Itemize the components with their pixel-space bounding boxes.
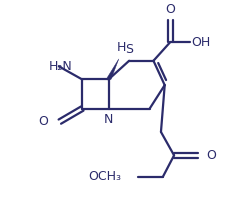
Text: OH: OH [191, 35, 210, 48]
Text: OCH₃: OCH₃ [89, 170, 122, 183]
Text: N: N [104, 113, 113, 126]
Text: H₂N: H₂N [49, 60, 72, 73]
Text: O: O [206, 149, 216, 162]
Text: O: O [165, 3, 175, 16]
Text: H: H [117, 41, 126, 54]
Text: O: O [39, 115, 49, 128]
Polygon shape [106, 59, 119, 80]
Text: S: S [125, 43, 133, 56]
